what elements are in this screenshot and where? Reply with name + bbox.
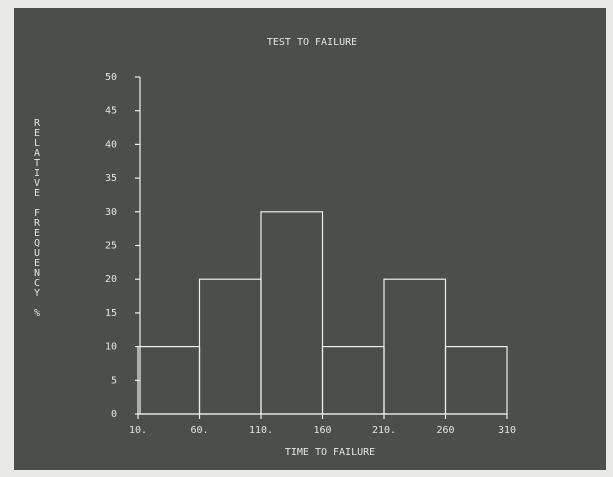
y-tick-label: 50 <box>105 72 117 83</box>
x-tick-label: 60. <box>190 425 208 436</box>
y-tick-label: 10 <box>105 342 117 353</box>
y-axis-label: RELATIVE FREQUENCY % <box>32 118 43 318</box>
y-tick-label: 35 <box>105 173 117 184</box>
chart-title: TEST TO FAILURE <box>267 37 357 48</box>
x-tick-label: 210. <box>372 425 396 436</box>
x-tick-label: 10. <box>129 425 147 436</box>
x-tick-label: 260 <box>436 425 454 436</box>
y-tick-label: 45 <box>105 106 117 117</box>
y-tick-label: 15 <box>105 308 117 319</box>
screen <box>14 8 606 470</box>
x-tick-label: 310 <box>498 425 516 436</box>
bar <box>260 211 324 415</box>
x-tick-label: 110. <box>249 425 273 436</box>
y-tick-label: 25 <box>105 241 117 252</box>
bar <box>444 346 508 415</box>
y-tick-label: 30 <box>105 207 117 218</box>
y-tick-label: 0 <box>111 409 117 420</box>
y-tick-label: 5 <box>111 375 117 386</box>
y-tick-label: 40 <box>105 139 117 150</box>
x-tick-label: 160 <box>313 425 331 436</box>
y-tick-label: 20 <box>105 274 117 285</box>
x-axis-label: TIME TO FAILURE <box>285 447 375 458</box>
